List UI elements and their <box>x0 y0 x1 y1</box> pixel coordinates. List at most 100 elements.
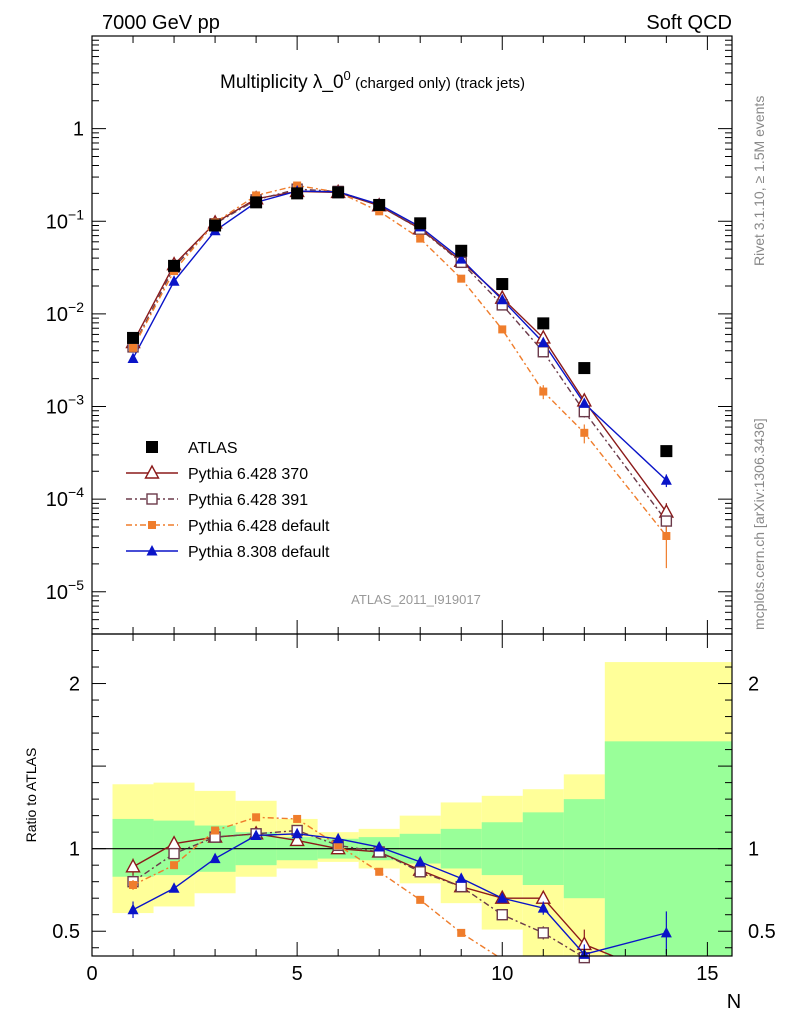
legend-marker <box>144 464 160 479</box>
ratio-y-tick-label: 2 <box>69 674 80 696</box>
tick-label-exponent: −3 <box>68 392 84 408</box>
ratio-y-tick-label-right: 0.5 <box>748 921 776 943</box>
main-point <box>580 428 589 437</box>
main-point <box>455 253 467 264</box>
ratio-point <box>293 814 302 823</box>
main-point <box>129 343 138 352</box>
legend-marker <box>146 441 158 453</box>
legend-label: Pythia 6.428 391 <box>188 492 308 509</box>
ratio-y-tick-label-right: 1 <box>748 839 759 861</box>
ratio-point <box>289 831 305 847</box>
x-tick-label: 0 <box>86 963 97 985</box>
ratio-point <box>168 882 180 893</box>
legend-entry: Pythia 8.308 default <box>126 544 330 561</box>
ratio-point <box>250 829 262 840</box>
main-series-line <box>132 190 667 513</box>
ratio-bands <box>112 662 732 956</box>
atlas-point <box>127 331 140 344</box>
ratio-point <box>660 926 672 938</box>
mcplots-label: mcplots.cern.ch [arXiv:1306.3436] <box>751 418 767 630</box>
main-point <box>662 532 671 541</box>
main-point <box>375 207 384 216</box>
ratio-point <box>414 866 426 878</box>
ratio-point <box>537 927 549 939</box>
atlas-point <box>291 187 304 200</box>
ratio-point <box>127 903 139 915</box>
x-axis-ticks: 0 5 10 15 <box>86 36 719 985</box>
main-point <box>496 293 508 305</box>
ratio-point <box>375 867 384 876</box>
main-y-tick-label: 10−2 <box>46 299 84 326</box>
ratio-y-tick-label-right: 2 <box>748 674 759 696</box>
analysis-label: ATLAS_2011_I919017 <box>351 592 481 607</box>
atlas-point <box>578 362 591 375</box>
atlas-point <box>250 196 263 209</box>
ratio-point <box>496 909 508 921</box>
ratio-plot-frame <box>91 633 733 957</box>
plot-title: Multiplicity λ_00 (charged only) (track … <box>220 68 525 93</box>
atlas-point <box>537 317 550 330</box>
main-y-tick-label: 10−3 <box>46 392 84 419</box>
header-left: 7000 GeV pp <box>102 12 220 34</box>
atlas-point <box>496 278 509 291</box>
ratio-series <box>125 813 672 964</box>
main-y-tick-label: 10−5 <box>46 577 84 604</box>
legend-entry: ATLAS <box>146 440 238 457</box>
ratio-point <box>416 895 425 904</box>
rivet-label: Rivet 3.1.10, ≥ 1.5M events <box>751 96 767 266</box>
ratio-point <box>129 880 138 889</box>
ratio-panel: 0.5 0.5 1 1 2 2 0 5 10 15 Ratio to ATLAS <box>23 36 776 985</box>
tick-label-base: 10 <box>46 304 68 326</box>
ratio-point <box>455 872 467 883</box>
atlas-point <box>332 186 345 199</box>
ratio-point <box>125 858 141 873</box>
ratio-point <box>537 902 549 913</box>
main-point <box>252 191 261 200</box>
main-point <box>537 336 549 348</box>
ratio-point <box>252 813 261 822</box>
tick-label-exponent: −2 <box>68 299 84 315</box>
tick-label-exponent: −1 <box>68 206 84 222</box>
ratio-point <box>209 852 221 864</box>
main-point <box>498 325 507 334</box>
legend-marker <box>146 545 158 556</box>
ratio-point <box>334 841 343 850</box>
main-panel: Multiplicity λ_00 (charged only) (track … <box>46 35 733 635</box>
legend-label: Pythia 6.428 370 <box>188 466 308 483</box>
legend-entry: Pythia 6.428 391 <box>126 492 308 509</box>
ratio-y-tick-label: 0.5 <box>52 921 80 943</box>
ratio-series-group <box>129 813 499 956</box>
x-tick-label: 10 <box>491 963 513 985</box>
main-point <box>457 274 466 283</box>
ratio-axis-ticks: 0.5 0.5 1 1 2 2 <box>52 650 776 949</box>
legend-label: ATLAS <box>188 440 238 457</box>
tick-label-base: 10 <box>46 582 68 604</box>
ratio-point <box>168 847 180 860</box>
legend-label: Pythia 8.308 default <box>188 544 330 561</box>
tick-label-base: 10 <box>46 397 68 419</box>
ratio-point <box>291 827 303 839</box>
x-axis-label: N <box>727 991 741 1013</box>
main-point <box>539 387 548 396</box>
tick-label-base: 10 <box>46 211 68 233</box>
main-point <box>578 397 590 408</box>
main-point <box>660 474 672 485</box>
main-point <box>127 352 139 363</box>
atlas-point <box>209 219 222 232</box>
main-axis-ticks: 10−510−410−310−210−11 <box>46 35 732 630</box>
ratio-point <box>332 832 344 844</box>
tick-label-base: 10 <box>46 489 68 511</box>
x-tick-label: 5 <box>292 963 303 985</box>
main-y-tick-label: 10−1 <box>46 206 84 233</box>
ratio-point <box>457 928 466 937</box>
atlas-point <box>414 217 427 230</box>
ratio-point <box>496 892 508 903</box>
ratio-y-tick-label: 1 <box>69 839 80 861</box>
main-series <box>125 181 675 569</box>
ratio-point <box>414 855 426 867</box>
main-y-tick-label: 10−4 <box>46 484 84 511</box>
atlas-point <box>660 445 673 458</box>
header-right: Soft QCD <box>646 12 732 34</box>
legend-entry: Pythia 6.428 default <box>126 518 330 535</box>
